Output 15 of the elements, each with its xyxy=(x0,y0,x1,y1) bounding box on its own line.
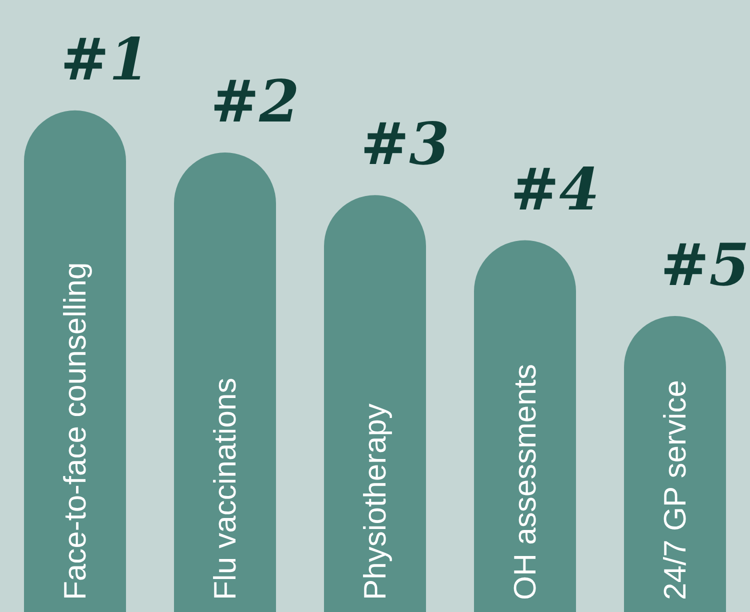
bar xyxy=(324,195,426,612)
bar xyxy=(624,316,726,612)
annotation: #3 xyxy=(360,110,450,178)
x-tick-label: Face-to-face counselling xyxy=(58,262,92,600)
annotation: #5 xyxy=(660,231,750,300)
bar xyxy=(474,240,576,612)
x-tick-label: Physiotherapy xyxy=(358,403,392,600)
x-tick-label: OH assessments xyxy=(508,364,542,600)
annotation: #4 xyxy=(510,155,600,224)
x-tick-label: 24/7 GP service xyxy=(658,380,692,600)
annotation: #2 xyxy=(210,68,300,136)
annotation: #1 xyxy=(60,25,150,94)
bar xyxy=(24,110,126,612)
bar xyxy=(174,152,276,612)
x-tick-label: Flu vaccinations xyxy=(208,378,242,600)
